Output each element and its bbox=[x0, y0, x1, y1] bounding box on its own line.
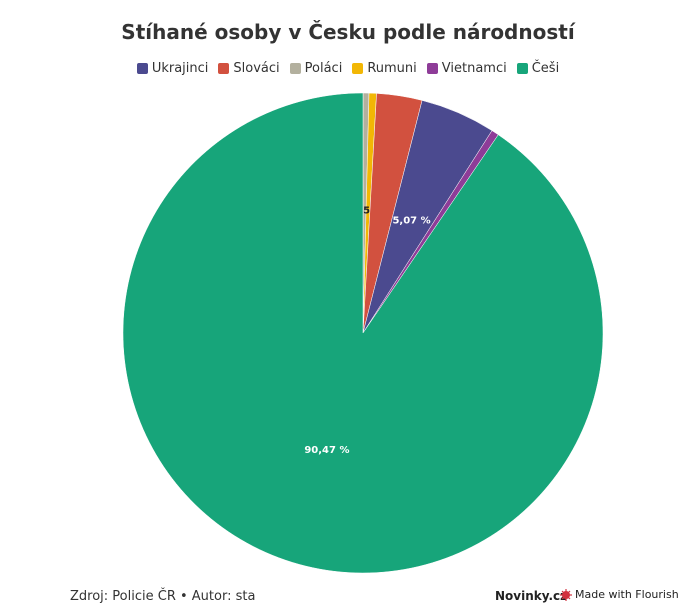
legend-swatch bbox=[516, 63, 528, 74]
pie-slice bbox=[122, 92, 604, 574]
brand: Novinky.cz bbox=[495, 589, 568, 603]
legend: Ukrajinci Slováci Poláci Rumuni Vietnamci Češ… bbox=[0, 61, 696, 76]
legend-swatch bbox=[426, 63, 438, 74]
source: Zdroj: Policie ČR • Autor: sta bbox=[70, 589, 256, 604]
data-label: 5,07 % bbox=[392, 216, 430, 227]
legend-label: Slováci bbox=[233, 61, 280, 76]
legend-item[interactable]: Poláci bbox=[289, 61, 343, 76]
data-label: 90,47 % bbox=[304, 445, 349, 456]
legend-swatch bbox=[218, 63, 230, 74]
legend-label: Poláci bbox=[304, 61, 343, 76]
credit[interactable]: Made with Flourish bbox=[560, 588, 679, 601]
legend-label: Vietnamci bbox=[441, 61, 507, 76]
legend-label: Češi bbox=[531, 61, 560, 76]
flourish-icon bbox=[560, 588, 572, 601]
legend-item[interactable]: Ukrajinci bbox=[136, 61, 209, 76]
legend-swatch bbox=[136, 63, 148, 74]
legend-item[interactable]: Vietnamci bbox=[426, 61, 507, 76]
legend-swatch bbox=[289, 63, 301, 74]
legend-swatch bbox=[352, 63, 364, 74]
legend-label: Rumuni bbox=[367, 61, 417, 76]
legend-item[interactable]: Češi bbox=[516, 61, 560, 76]
legend-label: Ukrajinci bbox=[151, 61, 209, 76]
credit-text: Made with Flourish bbox=[575, 588, 679, 601]
legend-item[interactable]: Slováci bbox=[218, 61, 280, 76]
chart-title: Stíhané osoby v Česku podle národností bbox=[121, 20, 575, 44]
legend-item[interactable]: Rumuni bbox=[352, 61, 417, 76]
data-label: 0,5 % bbox=[352, 206, 383, 217]
